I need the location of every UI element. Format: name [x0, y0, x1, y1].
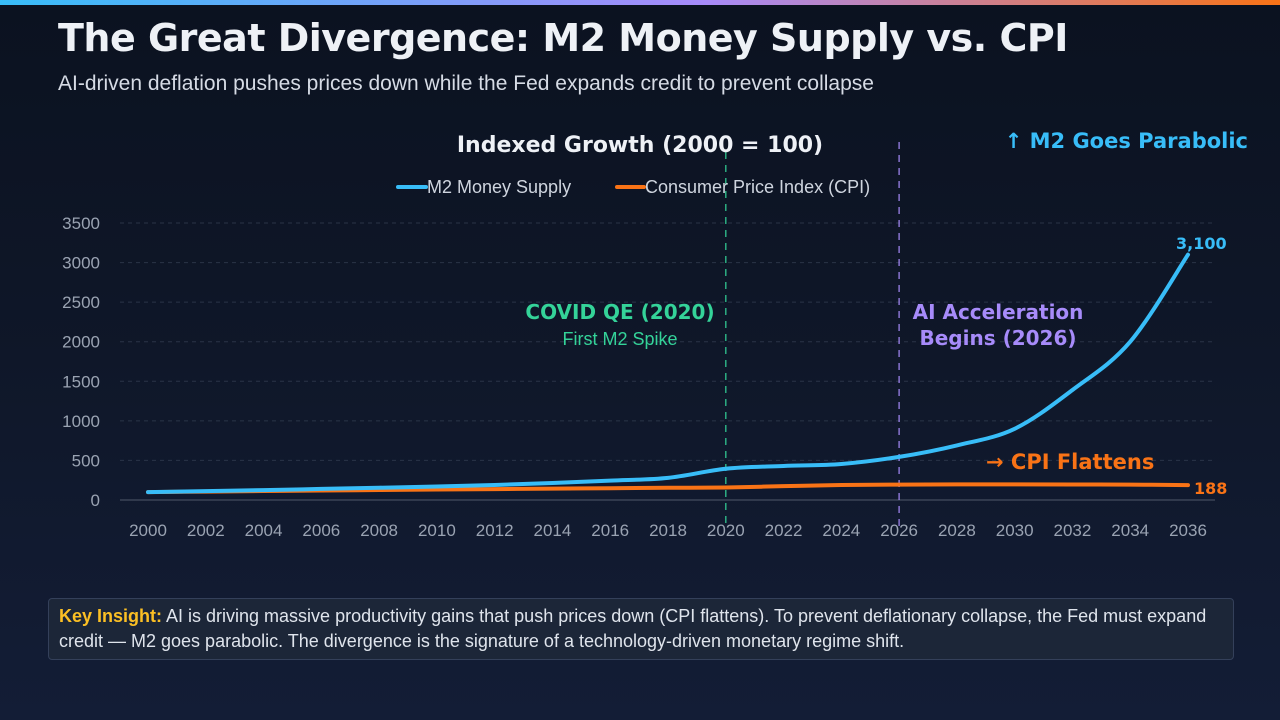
x-tick-label: 2028: [938, 521, 976, 540]
y-tick-label: 0: [91, 491, 100, 510]
ai-label-line2: Begins (2026): [919, 326, 1076, 350]
x-tick-label: 2012: [476, 521, 514, 540]
x-tick-label: 2010: [418, 521, 456, 540]
cpi-end-label: 188: [1194, 479, 1227, 498]
legend: M2 Money Supply Consumer Price Index (CP…: [396, 177, 870, 197]
x-tick-label: 2020: [707, 521, 745, 540]
covid-label: COVID QE (2020): [525, 300, 714, 324]
x-tick-label: 2030: [996, 521, 1034, 540]
y-tick-label: 3500: [62, 214, 100, 233]
x-tick-label: 2036: [1169, 521, 1207, 540]
m2-parabolic-annotation: ↑ M2 Goes Parabolic: [1005, 129, 1248, 153]
x-tick-label: 2022: [765, 521, 803, 540]
y-tick-label: 2000: [62, 333, 100, 352]
page-subtitle: AI-driven deflation pushes prices down w…: [58, 72, 874, 95]
m2-end-label: 3,100: [1176, 234, 1227, 253]
legend-label-m2: M2 Money Supply: [427, 177, 571, 197]
legend-label-cpi: Consumer Price Index (CPI): [645, 177, 870, 197]
x-tick-label: 2006: [302, 521, 340, 540]
x-tick-label: 2002: [187, 521, 225, 540]
page-title: The Great Divergence: M2 Money Supply vs…: [58, 16, 1068, 60]
x-tick-label: 2018: [649, 521, 687, 540]
y-tick-label: 2500: [62, 293, 100, 312]
y-tick-label: 3000: [62, 254, 100, 273]
insight-text: AI is driving massive productivity gains…: [59, 606, 1207, 651]
x-tick-label: 2026: [880, 521, 918, 540]
y-tick-label: 500: [72, 451, 100, 470]
cpi-flattens-annotation: → CPI Flattens: [986, 450, 1154, 474]
x-tick-label: 2004: [245, 521, 283, 540]
x-tick-label: 2016: [591, 521, 629, 540]
accent-bar: [0, 0, 1280, 5]
x-tick-label: 2000: [129, 521, 167, 540]
y-tick-label: 1500: [62, 372, 100, 391]
y-tick-label: 1000: [62, 412, 100, 431]
x-tick-label: 2008: [360, 521, 398, 540]
x-tick-label: 2034: [1111, 521, 1149, 540]
x-tick-label: 2032: [1054, 521, 1092, 540]
key-insight-box: Key Insight: AI is driving massive produ…: [48, 598, 1234, 660]
ai-label-line1: AI Acceleration: [913, 300, 1084, 324]
insight-label: Key Insight:: [59, 606, 163, 626]
chart-title: Indexed Growth (2000 = 100): [457, 133, 823, 158]
x-tick-label: 2024: [822, 521, 860, 540]
m2-series-line: [146, 252, 1190, 495]
x-tick-label: 2014: [534, 521, 572, 540]
covid-sublabel: First M2 Spike: [562, 329, 677, 349]
